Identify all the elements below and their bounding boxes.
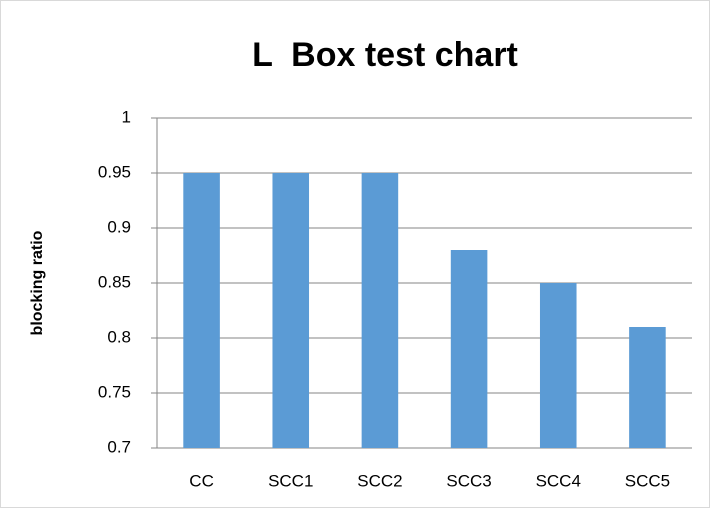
y-tick-label: 0.9 [107, 217, 131, 236]
y-tick-label: 0.8 [107, 327, 131, 346]
x-tick-label: SCC1 [268, 471, 313, 490]
y-axis-title: blocking ratio [29, 230, 46, 335]
y-tick-label: 0.75 [98, 382, 131, 401]
bar [450, 250, 488, 448]
x-tick-label: SCC5 [625, 471, 670, 490]
x-tick-label: SCC4 [536, 471, 581, 490]
y-tick-label: 0.95 [98, 162, 131, 181]
x-tick-label: SCC2 [357, 471, 402, 490]
x-tick-label: SCC3 [446, 471, 491, 490]
y-tick-label: 1 [122, 107, 131, 126]
bar [539, 283, 577, 448]
y-tick-label: 0.85 [98, 272, 131, 291]
bar [629, 327, 666, 448]
bar [272, 173, 310, 448]
bar [361, 173, 399, 448]
chart-title: L Box test chart [252, 36, 518, 74]
x-tick-label: CC [189, 471, 214, 490]
y-tick-label: 0.7 [107, 437, 131, 456]
bar [183, 173, 220, 448]
